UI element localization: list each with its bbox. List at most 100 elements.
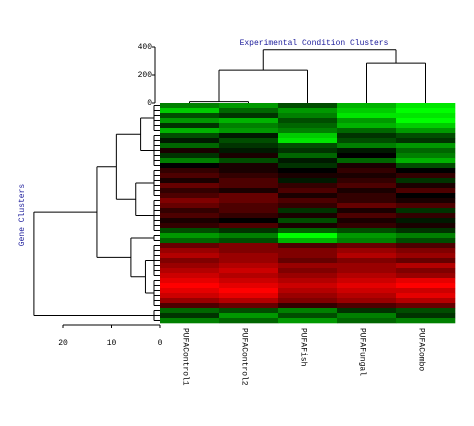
heatmap-cell [396,293,456,299]
heatmap-cell [278,208,338,214]
heatmap-cell [160,268,220,274]
heatmap-cell [278,308,338,314]
heatmap-cell [396,158,456,164]
heatmap-cell [219,218,279,224]
heatmap-cell [396,198,456,204]
heatmap-cell [337,148,397,154]
heatmap-cell [278,108,338,114]
heatmap-cell [219,128,279,134]
heatmap-cell [337,243,397,249]
heatmap-cell [219,213,279,219]
heatmap-cell [337,218,397,224]
heatmap-cell [337,293,397,299]
heatmap-cell [160,148,220,154]
heatmap-cell [396,178,456,184]
heatmap-cell [160,123,220,129]
heatmap-cell [396,188,456,194]
heatmap-cell [278,163,338,169]
heatmap-cell [396,203,456,209]
heatmap-cell [219,133,279,139]
heatmap-cell [219,228,279,234]
heatmap-cell [337,143,397,149]
heatmap-cell [160,278,220,284]
heatmap-cell [219,163,279,169]
heatmap-cell [337,223,397,229]
heatmap-cell [337,308,397,314]
heatmap-cell [219,243,279,249]
heatmap-cell [337,133,397,139]
heatmap-cell [278,193,338,199]
heatmap-cell [337,238,397,244]
heatmap-cell [160,193,220,199]
y-tick-label: 400 [138,43,153,52]
heatmap-cell [160,133,220,139]
heatmap-cell [160,168,220,174]
row-title: Gene Clusters [18,184,27,247]
column-label: PUFAControl2 [239,328,248,386]
heatmap-cell [337,313,397,319]
heatmap-cell [160,233,220,239]
heatmap-cell [219,198,279,204]
heatmap-cell [396,258,456,264]
heatmap-cell [278,293,338,299]
heatmap-cell [396,223,456,229]
heatmap-cell [337,228,397,234]
heatmap-cell [396,298,456,304]
heatmap-cell [219,203,279,209]
heatmap-cell [278,173,338,179]
heatmap-cell [278,168,338,174]
column-label: PUFAFish [298,328,307,367]
heatmap-cell [219,123,279,129]
heatmap-cell [160,208,220,214]
heatmap-cell [219,283,279,289]
heatmap-cell [278,198,338,204]
heatmap-cell [219,108,279,114]
heatmap-cell [160,263,220,269]
heatmap-cell [219,118,279,124]
heatmap-cell [396,133,456,139]
heatmap-cell [396,208,456,214]
heatmap-cell [219,208,279,214]
heatmap-cell [219,233,279,239]
heatmap-cell [278,153,338,159]
heatmap-cell [278,278,338,284]
heatmap-cell [337,303,397,309]
heatmap-cell [337,253,397,259]
heatmap-cell [278,288,338,294]
heatmap-cell [396,148,456,154]
heatmap-cell [278,268,338,274]
heatmap-cell [160,223,220,229]
heatmap-cell [160,303,220,309]
heatmap-cell [396,253,456,259]
heatmap-cell [396,143,456,149]
heatmap-cell [219,318,279,324]
heatmap-cell [278,303,338,309]
heatmap-cell [396,303,456,309]
heatmap-cell [278,298,338,304]
heatmap-cell [278,283,338,289]
heatmap-cell [160,118,220,124]
heatmap-cell [160,238,220,244]
heatmap-cell [396,263,456,269]
heatmap-cell [337,298,397,304]
heatmap-cell [337,268,397,274]
heatmap-cell [160,318,220,324]
heatmap-cell [160,308,220,314]
heatmap-cell [278,203,338,209]
heatmap-cell [219,293,279,299]
heatmap-cell [160,293,220,299]
heatmap-cell [396,313,456,319]
heatmap-cell [278,113,338,119]
heatmap-cell [396,183,456,189]
heatmap-cell [278,248,338,254]
heatmap-cell [219,258,279,264]
heatmap-cell [219,193,279,199]
heatmap-cell [160,158,220,164]
heatmap-cell [337,318,397,324]
heatmap-cell [337,273,397,279]
column-label: PUFAFungal [357,328,366,376]
x-tick-label: 10 [107,339,117,348]
heatmap-cell [219,188,279,194]
heatmap-cell [278,243,338,249]
column-label: PUFAControl1 [180,328,189,386]
